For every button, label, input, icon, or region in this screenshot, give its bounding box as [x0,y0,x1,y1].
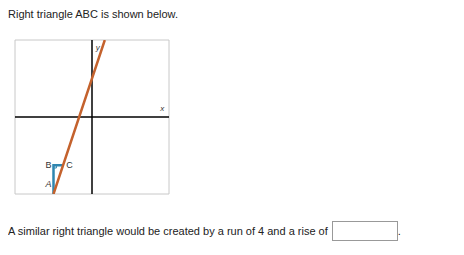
svg-text:y: y [95,43,101,52]
svg-text:x: x [159,104,165,113]
svg-text:A: A [45,179,52,189]
svg-text:B: B [45,160,51,170]
svg-text:C: C [66,160,73,170]
html-text:Right triangle ABC is shown be: Right triangle ABC is shown below. [8,8,178,20]
html-text:A similar right triangle would: A similar right triangle would be create… [8,225,328,237]
